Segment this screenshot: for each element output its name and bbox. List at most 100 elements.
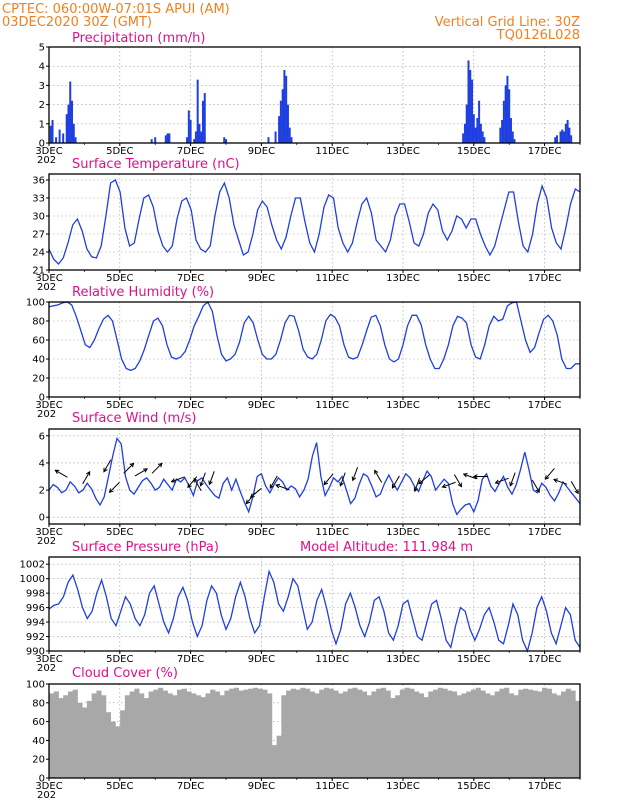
precip-bar (509, 118, 512, 143)
cloud-bar (366, 695, 372, 778)
cloud-bar (570, 690, 576, 778)
cloud-bar (158, 687, 164, 778)
header-code: TQ0126L028 (496, 28, 580, 43)
cloud-bar (513, 695, 519, 778)
precip-bar (196, 79, 199, 143)
cloud-bar (252, 687, 259, 778)
cloud-bar (91, 693, 97, 778)
cloud-bar (267, 693, 273, 778)
humidity-title: Relative Humidity (%) (72, 285, 214, 300)
cloud-ytick-label: 20 (32, 755, 45, 766)
precip-ytick-label: 2 (39, 100, 45, 111)
cloud-bar (442, 688, 448, 778)
cloud-bar (195, 695, 202, 778)
wind-arrow-head (553, 478, 558, 483)
wind-line (48, 437, 581, 516)
cloud-bar (124, 695, 130, 778)
cloud-bar (86, 700, 93, 778)
wind-ytick-label: 6 (39, 431, 45, 442)
cloud-bar (352, 687, 358, 778)
precip-bar (564, 123, 567, 143)
cloud-bar (404, 687, 410, 778)
precip-bar (462, 133, 465, 143)
cloud-bar (428, 691, 434, 778)
wind-arrow-head (472, 474, 478, 479)
cloud-bar (72, 689, 78, 778)
wind-arrow-head (339, 481, 344, 487)
cloud-bar (537, 691, 543, 778)
cloud-bar (508, 693, 515, 778)
precip-bar (193, 139, 196, 143)
temperature-ytick-label: 36 (32, 176, 45, 187)
wind-xtick-label: 15DEC (457, 527, 491, 538)
wind-arrow (442, 481, 456, 488)
wind-arrow-head (494, 479, 500, 485)
wind-arrow (151, 463, 163, 474)
wind-xtick-label: 11DEC (315, 527, 349, 538)
precip-xtick-label: 3DEC (35, 146, 62, 157)
precip-bar (187, 110, 190, 143)
pressure-panel: 990 992 994 996 998 1000 1002 3DEC 5DEC 7DEC 9DEC 1… (20, 556, 581, 674)
cloud-bar (575, 700, 581, 778)
cloud-bar (489, 695, 496, 778)
wind-arrow (187, 476, 198, 488)
wind-arrow (323, 473, 334, 485)
cloud-bar (210, 689, 216, 778)
temperature-ytick-label: 27 (32, 230, 45, 241)
precip-bar (55, 137, 58, 143)
precip-bar (58, 129, 61, 143)
wind-arrow (352, 467, 359, 481)
cloud-bar (224, 690, 230, 778)
cloud-bar (53, 691, 59, 778)
cloud-bar (271, 745, 277, 778)
temperature-xtick-label: 13DEC (386, 273, 420, 284)
precip-xtick-label: 5DEC (106, 146, 133, 157)
precip-bar (72, 123, 75, 143)
temperature-xtick-label: 9DEC (248, 273, 275, 284)
cloud-bar (110, 721, 116, 778)
wind-year-label: 202 (37, 536, 56, 547)
cloud-bar (229, 688, 235, 778)
pressure-ytick-label: 1002 (20, 560, 45, 571)
precip-frame (48, 46, 581, 144)
temperature-frame (48, 173, 581, 271)
cloud-ytick-label: 80 (32, 698, 45, 709)
precip-bar (198, 123, 201, 143)
cloud-bar (485, 693, 491, 778)
cloud-title: Cloud Cover (%) (72, 666, 178, 681)
wind-arrow (531, 479, 540, 493)
precip-bar (483, 137, 486, 143)
header-grid-note: Vertical Grid Line: 30Z (435, 15, 580, 30)
precip-bar (479, 123, 482, 143)
precip-ytick-label: 1 (39, 119, 45, 130)
precip-bar (467, 60, 470, 143)
pressure-xtick-label: 13DEC (386, 654, 420, 665)
wind-arrow (453, 474, 462, 487)
cloud-bar (461, 693, 467, 778)
cloud-year-label: 202 (37, 790, 56, 800)
wind-arrow-head (208, 480, 213, 486)
precip-bar (166, 133, 169, 143)
cloud-bar (290, 688, 296, 778)
cloud-bar (105, 712, 112, 778)
precip-bar (511, 131, 514, 143)
wind-arrow (339, 472, 346, 486)
precip-bar (474, 127, 477, 143)
precip-bar (150, 139, 153, 143)
precip-bar (189, 119, 192, 143)
pressure-xtick-label: 11DEC (315, 654, 349, 665)
cloud-bar (323, 687, 330, 778)
precip-bar (203, 93, 206, 143)
precip-bar (508, 89, 511, 143)
wind-arrow (134, 468, 148, 477)
wind-xtick-label: 13DEC (386, 527, 420, 538)
cloud-bar (101, 695, 107, 778)
precip-bar (279, 100, 282, 143)
precip-bar (502, 100, 505, 143)
cloud-bar (295, 689, 301, 778)
cloud-bar (376, 688, 382, 778)
precip-bar (225, 139, 227, 143)
cloud-bar (532, 690, 538, 778)
cloud-frame (48, 683, 581, 779)
